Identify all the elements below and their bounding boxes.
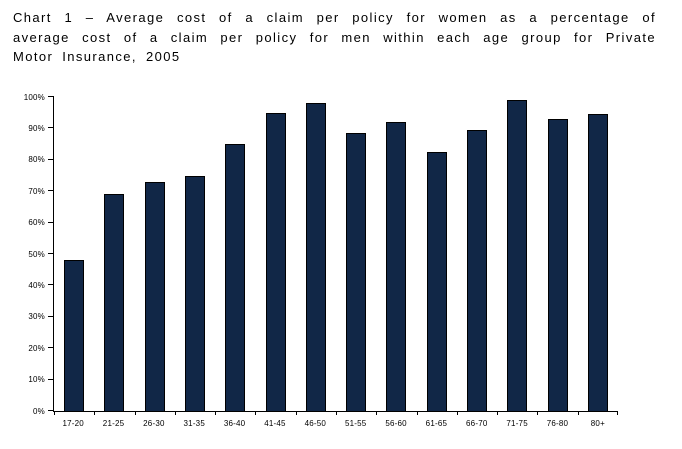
x-tick-mark: [416, 411, 418, 415]
bar-cell: [175, 97, 215, 411]
y-tick-mark: [48, 96, 54, 97]
x-tick-mark: [537, 411, 539, 415]
bar-cell: [94, 97, 134, 411]
bar-cell: [255, 97, 295, 411]
x-tick-mark: [215, 411, 217, 415]
y-tick-mark: [48, 347, 54, 349]
bar-36-40: [225, 144, 246, 411]
bar-56-60: [386, 122, 407, 411]
x-tick-mark: [134, 411, 136, 415]
x-label-61-65: 61-65: [425, 419, 448, 428]
y-tick-mark: [48, 221, 54, 223]
x-tick-mark: [617, 411, 618, 415]
bar-66-70: [466, 129, 487, 411]
y-tick-label: 40%: [28, 280, 45, 290]
bar-cell: [296, 97, 336, 411]
y-tick-mark: [48, 284, 54, 286]
y-tick-label: 50%: [28, 249, 45, 259]
x-label-31-35: 31-35: [183, 419, 205, 428]
chart-title-line-2: average cost of a claim per policy for m…: [13, 29, 656, 45]
bar-76-80: [547, 118, 568, 411]
chart-title-line-1: Chart 1 – Average cost of a claim per po…: [13, 10, 656, 25]
plot-area: 0% 10% 20% 30% 40% 50% 60% 70% 80% 90% 100%: [24, 93, 618, 416]
bar-cell: [457, 97, 497, 411]
y-tick-mark: [48, 253, 54, 254]
x-label-76-80: 76-80: [546, 419, 569, 428]
y-tick-label: 10%: [28, 375, 45, 385]
x-label-56-60: 56-60: [385, 419, 407, 428]
bar-51-55: [346, 133, 367, 411]
y-tick-label: 20%: [28, 343, 45, 353]
x-tick-mark: [336, 411, 337, 415]
x-label-80+: 80+: [590, 419, 605, 428]
x-tick-mark: [376, 411, 378, 415]
chart-title-line-3: Motor Insurance, 2005: [13, 49, 181, 64]
x-axis-labels: 17-20 21-25 26-30 31-35 36-40 41-45 46-50 51-55…: [53, 419, 618, 428]
bar-cell: [215, 97, 255, 411]
x-label-26-30: 26-30: [143, 419, 165, 428]
x-label-46-50: 46-50: [304, 419, 327, 428]
x-label-71-75: 71-75: [506, 419, 528, 428]
bar-cell: [497, 97, 537, 411]
y-tick-mark: [48, 127, 54, 129]
bar-80+: [587, 114, 608, 411]
y-tick-label: 0%: [33, 406, 45, 416]
bar-71-75: [507, 100, 528, 411]
y-tick-mark: [48, 190, 54, 192]
x-tick-mark: [497, 411, 499, 415]
y-tick-label: 30%: [28, 312, 45, 322]
x-label-21-25: 21-25: [102, 419, 125, 428]
y-tick-mark: [48, 378, 54, 380]
bar-46-50: [305, 103, 326, 411]
bar-61-65: [426, 151, 447, 411]
bar-cell: [135, 97, 175, 411]
y-tick-label: 90%: [28, 123, 45, 133]
y-tick-label: 70%: [28, 186, 45, 196]
bar-cell: [578, 97, 618, 411]
bar-21-25: [104, 194, 125, 411]
y-tick-label: 100%: [23, 92, 45, 102]
x-tick-mark: [255, 411, 257, 415]
x-label-41-45: 41-45: [264, 419, 286, 428]
y-tick-label: 80%: [28, 155, 45, 165]
bar-41-45: [265, 112, 286, 411]
x-tick-mark: [174, 411, 176, 415]
bar-17-20: [64, 260, 85, 411]
chart-title: Chart 1 – Average cost of a claim per po…: [13, 8, 656, 67]
bar-26-30: [144, 181, 165, 411]
y-tick-mark: [48, 410, 54, 411]
x-label-17-20: 17-20: [62, 419, 84, 428]
x-label-66-70: 66-70: [466, 419, 488, 428]
bar-cell: [417, 97, 457, 411]
bar-cell: [376, 97, 416, 411]
x-tick-mark: [456, 411, 458, 415]
y-tick-label: 60%: [28, 218, 45, 228]
x-label-51-55: 51-55: [344, 419, 367, 428]
x-label-36-40: 36-40: [223, 419, 246, 428]
x-tick-mark: [295, 411, 297, 415]
bars-layer: [54, 97, 618, 411]
bar-cell: [336, 97, 376, 411]
bar-cell: [54, 97, 94, 411]
x-tick-mark: [94, 411, 96, 415]
y-tick-mark: [48, 315, 54, 317]
x-tick-mark: [577, 411, 579, 415]
bar-31-35: [184, 175, 205, 411]
x-tick-mark: [54, 411, 55, 415]
y-tick-mark: [48, 158, 54, 160]
bar-cell: [537, 97, 577, 411]
